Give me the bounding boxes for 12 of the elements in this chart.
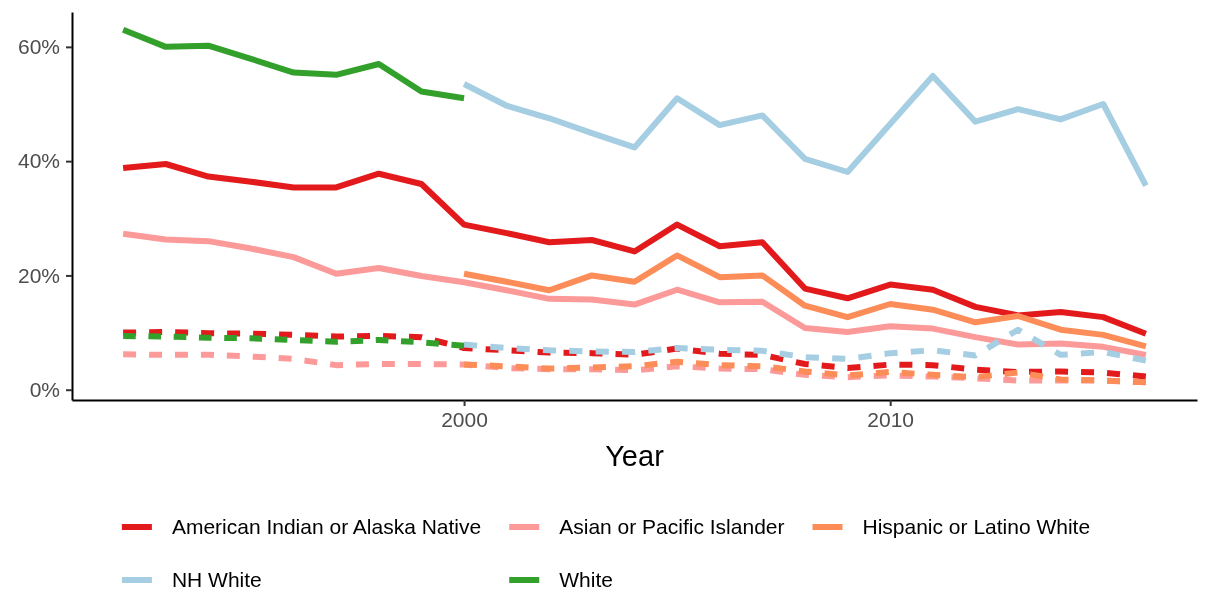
y-tick-label: 20%	[17, 263, 60, 287]
y-tick-label: 60%	[17, 35, 60, 59]
legend-label: Hispanic or Latino White	[862, 515, 1091, 539]
x-tick-label: 2000	[441, 407, 488, 431]
y-tick-label: 40%	[17, 149, 60, 173]
legend-label: White	[559, 568, 613, 592]
y-tick-label: 0%	[29, 377, 60, 401]
x-tick-label: 2010	[867, 407, 915, 431]
x-axis-title: Year	[605, 440, 665, 472]
legend-label: American Indian or Alaska Native	[171, 515, 482, 539]
legend-label: Asian or Pacific Islander	[559, 515, 785, 539]
legend-label: NH White	[171, 568, 262, 592]
